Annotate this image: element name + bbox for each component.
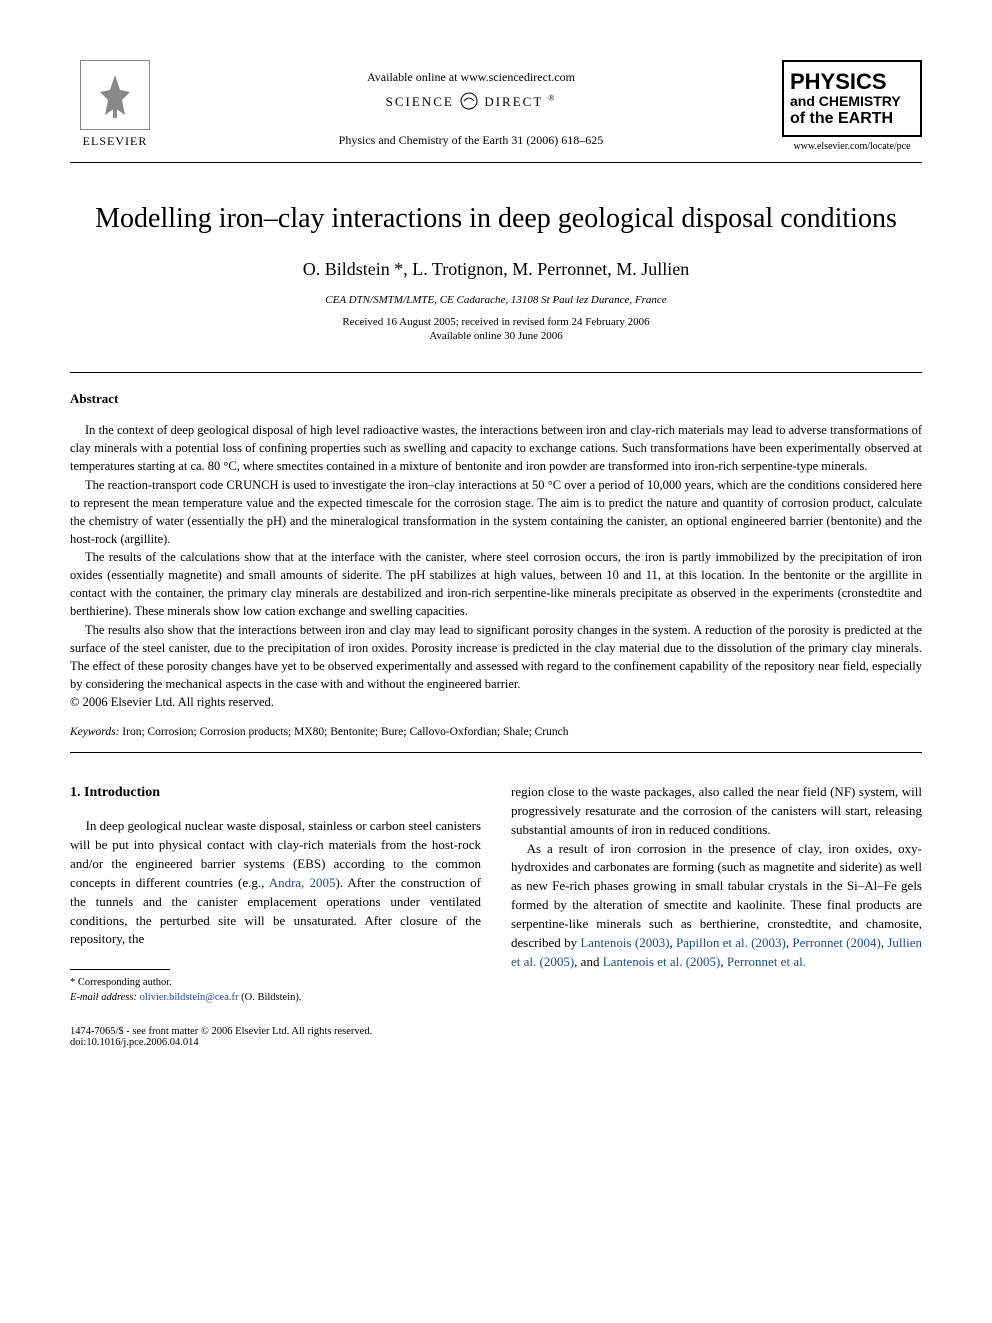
sd-reg-icon: ® [548,94,556,103]
abstract-body: In the context of deep geological dispos… [70,421,922,693]
intro-para-1: In deep geological nuclear waste disposa… [70,817,481,949]
journal-logo-line2: and CHEMISTRY [790,94,914,109]
journal-logo-line1: PHYSICS [790,70,914,94]
keywords-text: Iron; Corrosion; Corrosion products; MX8… [119,726,568,738]
front-matter-line: 1474-7065/$ - see front matter © 2006 El… [70,1026,372,1037]
right-column: region close to the waste packages, also… [511,783,922,1006]
abstract-para-4: The results also show that the interacti… [70,621,922,694]
author-email-link[interactable]: olivier.bildstein@cea.fr [137,992,239,1003]
ref-perronnet-etal[interactable]: Perronnet et al. [727,954,806,969]
footer-left: 1474-7065/$ - see front matter © 2006 El… [70,1026,372,1048]
sd-text-2: DIRECT [484,94,543,109]
science-direct-logo: SCIENCE DIRECT ® [160,91,782,115]
abstract-para-1: In the context of deep geological dispos… [70,421,922,475]
abstract-heading: Abstract [70,391,922,407]
email-suffix: (O. Bildstein). [239,992,302,1003]
sd-circle-icon [459,91,479,115]
authors-list: O. Bildstein *, L. Trotignon, M. Perronn… [70,259,922,280]
header-divider [70,162,922,163]
journal-logo-line3: of the EARTH [790,110,914,128]
ref-lantenois-2003[interactable]: Lantenois (2003) [580,935,669,950]
publisher-name: ELSEVIER [83,134,148,149]
intro-para-1-cont: region close to the waste packages, also… [511,783,922,840]
ref-lantenois-2005[interactable]: Lantenois et al. (2005) [603,954,721,969]
email-label: E-mail address: [70,992,137,1003]
received-dates: Received 16 August 2005; received in rev… [70,316,922,328]
left-column: 1. Introduction In deep geological nucle… [70,783,481,1006]
page-header: ELSEVIER Available online at www.science… [70,60,922,152]
page-footer: 1474-7065/$ - see front matter © 2006 El… [70,1026,922,1048]
elsevier-tree-icon [80,60,150,130]
ref-papillon-2003[interactable]: Papillon et al. (2003) [676,935,786,950]
corr-author-label: * Corresponding author. [70,976,481,991]
keywords-label: Keywords: [70,726,119,738]
keywords-block: Keywords: Iron; Corrosion; Corrosion pro… [70,726,922,738]
available-online-text: Available online at www.sciencedirect.co… [160,70,782,85]
journal-title-box: PHYSICS and CHEMISTRY of the EARTH [782,60,922,137]
intro-para-2: As a result of iron corrosion in the pre… [511,840,922,972]
abstract-top-divider [70,372,922,373]
footnote-divider [70,969,170,970]
ref-perronnet-2004[interactable]: Perronnet (2004) [792,935,880,950]
doi-line: doi:10.1016/j.pce.2006.04.014 [70,1037,372,1048]
available-date: Available online 30 June 2006 [70,330,922,342]
sd-text-1: SCIENCE [386,94,454,109]
intro-2a: As a result of iron corrosion in the pre… [511,841,922,950]
journal-url: www.elsevier.com/locate/pce [782,141,922,152]
journal-logo-block: PHYSICS and CHEMISTRY of the EARTH www.e… [782,60,922,152]
corresponding-author-footnote: * Corresponding author. E-mail address: … [70,976,481,1005]
abstract-bottom-divider [70,752,922,753]
ref-andra-2005[interactable]: Andra, 2005 [269,875,336,890]
body-columns: 1. Introduction In deep geological nucle… [70,783,922,1006]
header-center: Available online at www.sciencedirect.co… [160,60,782,148]
article-title: Modelling iron–clay interactions in deep… [70,203,922,235]
abstract-para-2: The reaction-transport code CRUNCH is us… [70,476,922,549]
journal-reference: Physics and Chemistry of the Earth 31 (2… [160,133,782,148]
section-1-heading: 1. Introduction [70,783,481,803]
copyright-line: © 2006 Elsevier Ltd. All rights reserved… [70,695,922,710]
abstract-para-3: The results of the calculations show tha… [70,548,922,621]
sep4: , and [574,954,603,969]
publisher-logo: ELSEVIER [70,60,160,149]
email-line: E-mail address: olivier.bildstein@cea.fr… [70,991,481,1006]
affiliation: CEA DTN/SMTM/LMTE, CE Cadarache, 13108 S… [70,294,922,306]
